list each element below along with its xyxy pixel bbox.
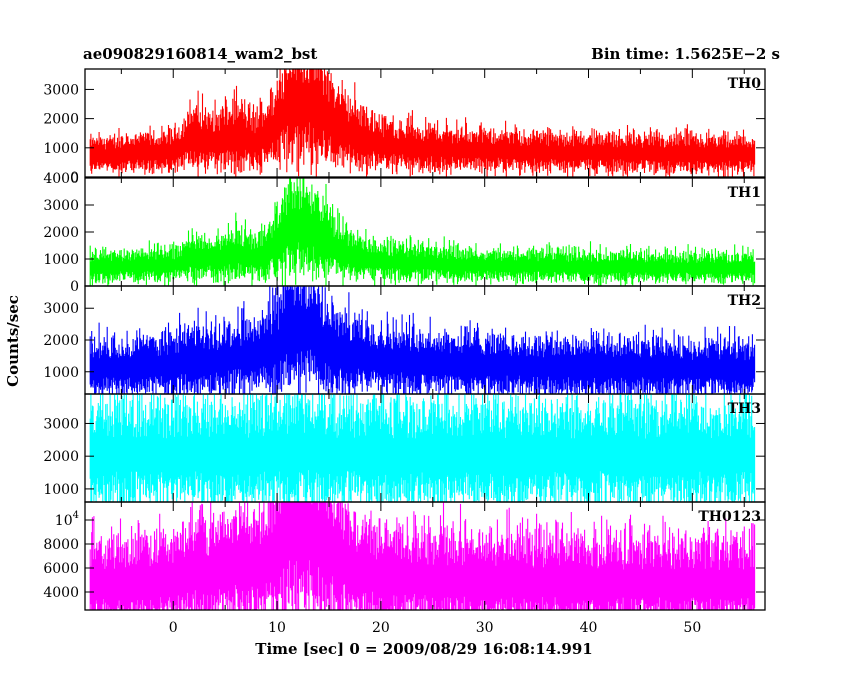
x-axis-title: Time [sec] 0 = 2009/08/29 16:08:14.991 xyxy=(255,640,592,658)
panel-label-th1: TH1 xyxy=(728,185,761,201)
x-tick-label: 50 xyxy=(683,620,701,636)
y-tick-label: 3000 xyxy=(43,301,79,317)
y-tick-label: 4000 xyxy=(43,171,79,187)
y-tick-label: 3000 xyxy=(43,416,79,432)
panel-label-th0123: TH0123 xyxy=(698,509,761,525)
y-tick-label: 1000 xyxy=(43,482,79,498)
y-axis-title: Counts/sec xyxy=(4,295,22,387)
panels: 0 1000 2000 3000 TH0 0 1000 2000 3000 4000 TH1 1000… xyxy=(43,68,766,611)
y-tick-label: 6000 xyxy=(43,561,79,577)
y-tick-label: 2000 xyxy=(43,112,79,128)
y-tick-label: 3000 xyxy=(43,82,79,98)
x-axis: 0 10 20 30 40 50 xyxy=(169,620,701,636)
x-tick-label: 40 xyxy=(580,620,598,636)
y-tick-label: 4000 xyxy=(43,585,79,601)
x-tick-label: 10 xyxy=(268,620,286,636)
panel-th0123: 4000 6000 8000 104 TH0123 xyxy=(43,501,766,611)
y-tick-label: 2000 xyxy=(43,449,79,465)
y-tick-label: 0 xyxy=(70,279,79,295)
panel-label-th0: TH0 xyxy=(728,76,762,92)
series-th0123-noise xyxy=(89,502,756,610)
panel-label-th3: TH3 xyxy=(728,401,761,417)
panel-th2: 1000 2000 3000 TH2 xyxy=(43,285,766,395)
y-tick-label: 8000 xyxy=(43,537,79,553)
panel-frame xyxy=(84,68,766,178)
y-tick-label: 1000 xyxy=(43,252,79,268)
bin-time-label: Bin time: 1.5625E−2 s xyxy=(591,45,780,63)
y-tick-label: 2000 xyxy=(43,225,79,241)
panel-th0: 0 1000 2000 3000 TH0 xyxy=(43,68,766,186)
series-th1-noise xyxy=(89,178,756,286)
panel-label-th2: TH2 xyxy=(728,293,761,309)
chart-title: ae090829160814_wam2_bst xyxy=(83,45,317,63)
series-th2-noise xyxy=(89,286,756,394)
panel-frame xyxy=(84,501,766,611)
y-tick-label: 3000 xyxy=(43,198,79,214)
x-tick-label: 20 xyxy=(372,620,390,636)
x-tick-label: 0 xyxy=(169,620,178,636)
y-tick-label: 104 xyxy=(55,510,79,529)
series-th3-noise xyxy=(89,394,756,502)
x-tick-label: 30 xyxy=(476,620,494,636)
y-tick-label: 2000 xyxy=(43,333,79,349)
y-tick-label: 1000 xyxy=(43,365,79,381)
panel-th1: 0 1000 2000 3000 4000 TH1 xyxy=(43,171,766,295)
series-th0-noise xyxy=(89,69,756,177)
y-tick-label: 0 xyxy=(70,170,79,186)
y-tick-label: 1000 xyxy=(43,141,79,157)
